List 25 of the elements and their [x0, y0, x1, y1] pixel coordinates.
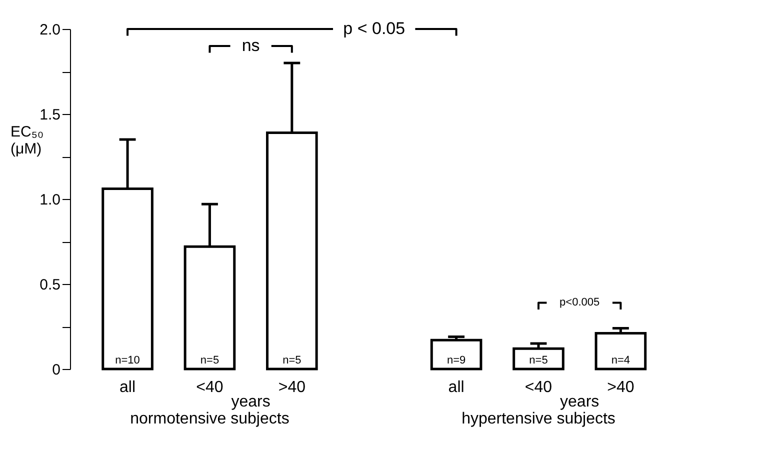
annotation: n=4 — [611, 354, 630, 366]
annotation: n=5 — [282, 354, 302, 366]
y-tick-label: 1.5 — [40, 106, 60, 124]
y-tick-label: 2.0 — [40, 22, 60, 38]
annotation: n=5 — [529, 354, 548, 366]
annotation: p < 0.05 — [343, 19, 406, 38]
y-tick-label: 0 — [52, 362, 60, 378]
x-tick-label: >40 — [607, 379, 634, 396]
y-tick-label: 1.0 — [40, 192, 60, 208]
x-tick-label: >40 — [278, 379, 306, 396]
x-tick-label: all — [120, 379, 136, 396]
x-tick-label: all — [448, 379, 464, 396]
annotation: n=9 — [446, 354, 466, 366]
x-tick-label: <40 — [524, 379, 552, 396]
annotation: n=5 — [200, 354, 220, 366]
text: hypertensive subjects — [462, 410, 616, 428]
annotation: ns — [242, 36, 260, 55]
annotation: n=10 — [115, 354, 140, 366]
text: normotensive subjects — [130, 410, 290, 428]
x-tick-label: <40 — [196, 379, 224, 396]
y-tick-label: 0.5 — [40, 276, 60, 294]
y-axis-title: EC₅₀ (μM) — [10, 124, 44, 158]
annotation: p<0.005 — [560, 296, 600, 309]
text: years — [231, 393, 270, 410]
text: years — [560, 393, 600, 410]
